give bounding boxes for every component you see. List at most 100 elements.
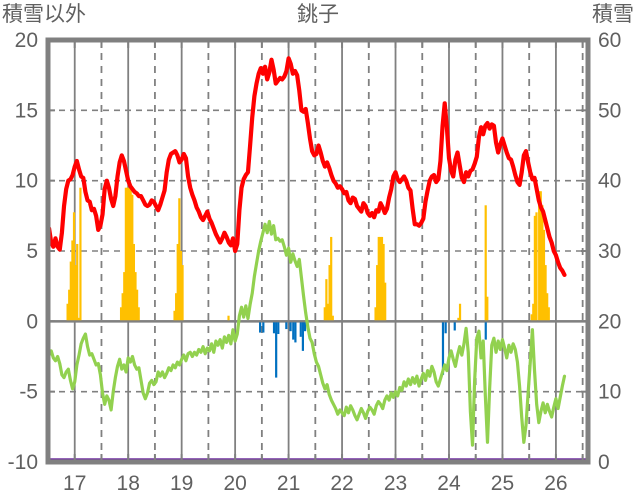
- orange-bar: [68, 289, 71, 322]
- orange-bar: [542, 229, 546, 322]
- xtick-label: 26: [544, 472, 567, 495]
- orange-bar: [129, 187, 132, 322]
- blue-bar: [484, 321, 487, 340]
- blue-bar: [262, 321, 265, 333]
- orange-bar: [533, 215, 536, 322]
- blue-bar: [301, 321, 304, 351]
- orange-bar: [71, 240, 74, 322]
- ytick-label-left: 20: [15, 29, 38, 52]
- orange-bar: [126, 187, 129, 322]
- orange-bar: [330, 236, 333, 322]
- xtick-label: 25: [491, 472, 514, 495]
- blue-bar: [299, 321, 302, 337]
- ytick-label-right: 0: [598, 451, 610, 474]
- orange-bar: [458, 303, 462, 322]
- orange-bar: [457, 317, 460, 322]
- orange-bar: [178, 198, 181, 322]
- orange-bar: [379, 236, 382, 322]
- orange-bar: [544, 265, 547, 322]
- orange-bar: [123, 272, 126, 322]
- ytick-label-right: 40: [598, 170, 621, 193]
- blue-bars-group: [259, 321, 487, 378]
- orange-bar: [72, 212, 76, 322]
- right-axis-title: 積雪: [592, 3, 634, 26]
- left-axis-title: 積雪以外: [2, 3, 86, 26]
- orange-bar: [384, 282, 387, 322]
- green-line: [47, 219, 567, 447]
- ytick-label-left: 15: [15, 99, 38, 122]
- orange-bar: [79, 187, 82, 322]
- blue-bar: [275, 321, 278, 378]
- orange-bar: [541, 205, 544, 322]
- ytick-label-right: 10: [598, 381, 621, 404]
- orange-bar: [136, 289, 139, 322]
- blue-bar: [292, 321, 295, 340]
- orange-bar: [325, 279, 328, 322]
- blue-bar: [289, 321, 292, 332]
- xtick-label: 24: [437, 472, 461, 495]
- orange-bar: [69, 261, 72, 322]
- orange-bar: [374, 307, 377, 322]
- orange-bar: [546, 293, 549, 322]
- orange-bar: [175, 293, 178, 322]
- ytick-label-left: -10: [8, 451, 38, 474]
- orange-bar: [181, 265, 184, 322]
- orange-bar: [547, 307, 550, 322]
- orange-bar: [328, 265, 331, 322]
- orange-bar: [119, 307, 123, 322]
- blue-bar: [285, 321, 288, 330]
- orange-bars-group: [66, 187, 550, 322]
- orange-bar: [532, 303, 535, 322]
- blue-bar: [294, 321, 297, 343]
- orange-bar: [484, 205, 487, 322]
- orange-bar: [535, 212, 538, 322]
- orange-bar: [132, 243, 135, 322]
- orange-bar: [124, 187, 127, 322]
- orange-bar: [127, 187, 131, 322]
- orange-bar: [486, 296, 489, 322]
- orange-bar: [331, 315, 334, 322]
- orange-bar: [323, 307, 326, 322]
- orange-bar: [173, 310, 176, 322]
- blue-bar: [453, 321, 456, 331]
- blue-bar: [272, 321, 276, 334]
- orange-bar: [121, 293, 124, 322]
- ytick-label-left: 0: [26, 310, 38, 333]
- orange-bar: [179, 251, 183, 322]
- ytick-label-left: 10: [15, 170, 38, 193]
- orange-bar: [377, 236, 380, 322]
- orange-bar: [77, 317, 80, 322]
- blue-bar: [303, 321, 307, 332]
- blue-bar: [444, 321, 447, 334]
- ytick-label-right: 50: [598, 99, 621, 122]
- xtick-label: 17: [63, 472, 86, 495]
- orange-bar: [137, 307, 140, 322]
- orange-bar: [227, 315, 230, 322]
- xtick-label: 22: [330, 472, 353, 495]
- orange-bar: [326, 303, 330, 322]
- orange-bar: [134, 272, 137, 322]
- orange-bar: [74, 265, 77, 322]
- orange-bar: [76, 243, 79, 322]
- ytick-label-right: 20: [598, 310, 621, 333]
- ytick-label-right: 30: [598, 240, 621, 263]
- chart-title: 銚子: [297, 3, 339, 26]
- xtick-label: 19: [170, 472, 193, 495]
- xtick-label: 18: [117, 472, 140, 495]
- orange-bar: [530, 314, 533, 322]
- xtick-label: 21: [277, 472, 300, 495]
- orange-bar: [539, 191, 542, 322]
- orange-bar: [176, 243, 179, 322]
- ytick-label-left: 5: [26, 240, 38, 263]
- blue-bar: [259, 321, 262, 333]
- orange-bar: [131, 194, 134, 322]
- blue-bar: [441, 321, 445, 375]
- blue-bar: [277, 321, 280, 334]
- orange-bar: [66, 303, 69, 322]
- xtick-label: 20: [223, 472, 246, 495]
- ytick-label-left: -5: [19, 381, 38, 404]
- orange-bar: [538, 191, 541, 322]
- ytick-label-right: 60: [598, 29, 621, 52]
